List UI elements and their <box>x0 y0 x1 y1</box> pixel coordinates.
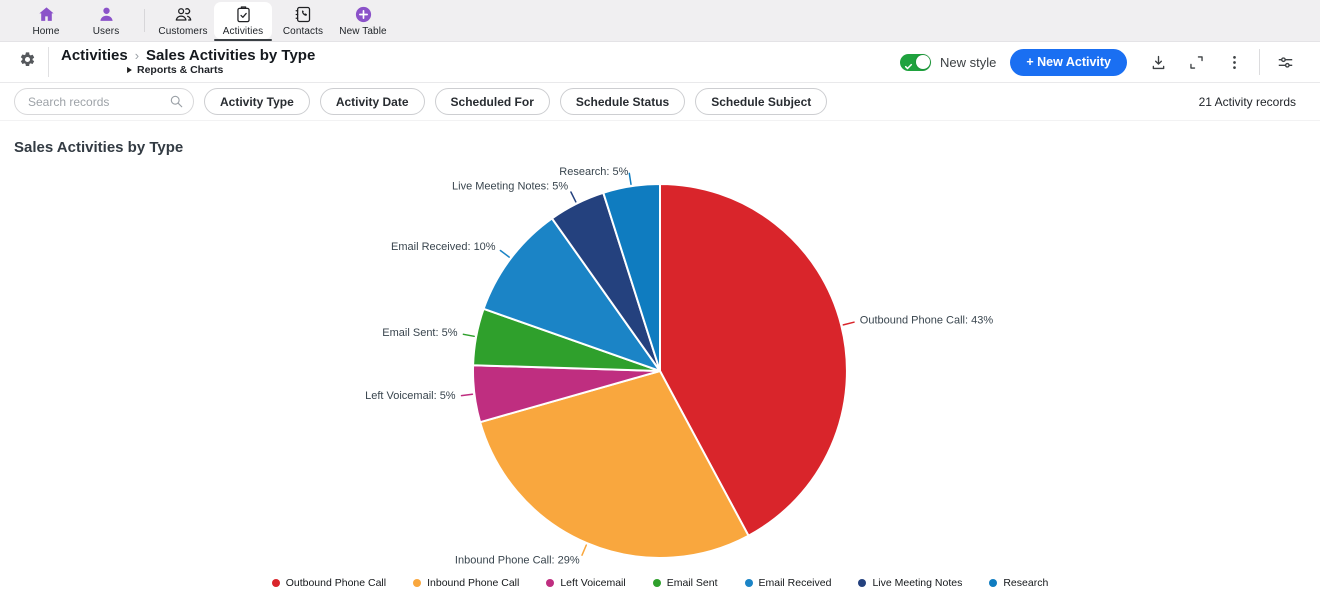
legend-dot-icon <box>989 579 998 587</box>
records-count: 21 Activity records <box>1198 94 1296 109</box>
filter-chip-activity-type[interactable]: Activity Type <box>204 88 310 115</box>
pie-label-leader <box>462 333 475 338</box>
pie-label-leader <box>570 191 577 203</box>
legend-item-email-received[interactable]: Email Received <box>744 577 832 589</box>
nav-tab-label: Home <box>32 25 60 37</box>
legend-item-inbound-phone-call[interactable]: Inbound Phone Call <box>413 577 519 589</box>
legend-label: Email Sent <box>666 577 718 589</box>
legend-dot-icon <box>271 579 280 587</box>
chart-legend: Outbound Phone Call Inbound Phone Call Lef… <box>0 577 1320 589</box>
toggle-knob <box>915 55 930 69</box>
new-style-label: New style <box>940 54 997 70</box>
nav-tab-customers[interactable]: Customers <box>154 0 212 41</box>
sub-breadcrumb[interactable]: Reports & Charts <box>125 64 315 77</box>
user-icon <box>97 5 116 24</box>
breadcrumb: Activities › Sales Activities by Type Re… <box>61 46 316 77</box>
nav-tab-home[interactable]: Home <box>17 0 75 41</box>
more-options-button[interactable] <box>1215 53 1253 72</box>
legend-label: Research <box>1003 577 1049 589</box>
legend-label: Outbound Phone Call <box>285 577 387 589</box>
pie-label-research: Research: 5% <box>559 166 628 178</box>
pie-label-email-sent: Email Sent: 5% <box>382 327 457 339</box>
view-settings-button[interactable] <box>1266 53 1304 72</box>
pie-label-email-received: Email Received: 10% <box>391 241 496 253</box>
pie-slice-research[interactable] <box>602 183 661 372</box>
page-title: Sales Activities by Type <box>146 46 316 64</box>
pie-label-leader <box>460 393 474 397</box>
activities-icon <box>234 5 253 24</box>
download-button[interactable] <box>1139 53 1177 72</box>
gear-icon <box>19 51 36 73</box>
pie-slice-email-received[interactable] <box>482 217 661 372</box>
pie-label-left-voicemail: Left Voicemail: 5% <box>365 390 456 402</box>
filter-chip-scheduled-for[interactable]: Scheduled For <box>434 88 550 115</box>
pie-slice-inbound-phone-call[interactable] <box>479 370 750 559</box>
sliders-icon <box>1276 53 1295 72</box>
view-header: Activities › Sales Activities by Type Re… <box>0 42 1320 83</box>
pie-label-live-meeting-notes: Live Meeting Notes: 5% <box>452 181 568 193</box>
nav-tab-label: Users <box>92 25 120 37</box>
search-icon <box>169 94 184 109</box>
filter-bar: Activity Type Activity Date Scheduled For S… <box>0 83 1320 121</box>
legend-item-left-voicemail[interactable]: Left Voicemail <box>546 577 626 589</box>
filter-chips: Activity Type Activity Date Scheduled For S… <box>204 88 828 115</box>
nav-tab-activities[interactable]: Activities <box>214 2 272 41</box>
filter-chip-activity-date[interactable]: Activity Date <box>319 88 425 115</box>
pie-label-inbound-phone-call: Inbound Phone Call: 29% <box>455 555 580 567</box>
home-icon <box>37 5 56 24</box>
nav-tab-new-table[interactable]: New Table <box>334 0 392 41</box>
plus-circle-icon <box>354 5 373 24</box>
pie-label-leader <box>842 321 855 326</box>
expand-icon <box>1187 53 1206 72</box>
pie-slice-outbound-phone-call[interactable] <box>659 183 848 537</box>
nav-divider <box>144 9 145 32</box>
pie-chart: Outbound Phone Call: 43% Inbound Phone Ca… <box>365 166 994 567</box>
legend-dot-icon <box>546 579 555 587</box>
expand-button[interactable] <box>1177 53 1215 72</box>
new-style-toggle[interactable] <box>900 53 931 71</box>
pie-label-leader <box>499 249 510 258</box>
nav-tab-contacts[interactable]: Contacts <box>274 0 332 41</box>
header-icons-divider <box>1259 49 1260 75</box>
legend-dot-icon <box>858 579 867 587</box>
legend-item-outbound-phone-call[interactable]: Outbound Phone Call <box>271 577 387 589</box>
legend-label: Email Received <box>758 577 832 589</box>
pie-label-leader <box>628 172 632 185</box>
legend-item-email-sent[interactable]: Email Sent <box>652 577 718 589</box>
top-nav-tabs: Home Users Customers Activities Contacts New … <box>0 0 1320 42</box>
nav-tab-label: Customers <box>158 25 208 37</box>
new-activity-button[interactable]: + New Activity <box>1010 48 1127 76</box>
kebab-icon <box>1225 53 1244 72</box>
legend-label: Inbound Phone Call <box>427 577 520 589</box>
filter-chip-schedule-status[interactable]: Schedule Status <box>559 88 686 115</box>
filter-chip-schedule-subject[interactable]: Schedule Subject <box>695 88 828 115</box>
settings-gear-button[interactable] <box>16 51 38 73</box>
check-icon <box>904 58 913 69</box>
nav-tab-label: Contacts <box>282 25 324 37</box>
chart-title: Sales Activities by Type <box>14 139 184 156</box>
contacts-icon <box>294 5 313 24</box>
pie-label-leader <box>581 544 588 556</box>
download-icon <box>1149 53 1168 72</box>
pie-label-outbound-phone-call: Outbound Phone Call: 43% <box>860 315 994 327</box>
search-input[interactable] <box>14 88 194 115</box>
legend-item-research[interactable]: Research <box>989 577 1048 589</box>
legend-dot-icon <box>652 579 661 587</box>
nav-tab-label: Activities <box>222 25 264 37</box>
nav-tab-label: New Table <box>339 25 387 37</box>
sub-breadcrumb-label: Reports & Charts <box>137 63 224 76</box>
nav-tab-users[interactable]: Users <box>77 0 135 41</box>
header-divider <box>48 47 49 77</box>
search-box <box>14 88 194 115</box>
customers-icon <box>174 5 193 24</box>
breadcrumb-separator: › <box>134 47 140 63</box>
legend-dot-icon <box>744 579 753 587</box>
legend-label: Left Voicemail <box>560 577 626 589</box>
legend-dot-icon <box>413 579 422 587</box>
breadcrumb-parent[interactable]: Activities <box>61 46 128 64</box>
legend-item-live-meeting-notes[interactable]: Live Meeting Notes <box>858 577 962 589</box>
legend-label: Live Meeting Notes <box>872 577 963 589</box>
play-triangle-icon <box>125 66 133 74</box>
